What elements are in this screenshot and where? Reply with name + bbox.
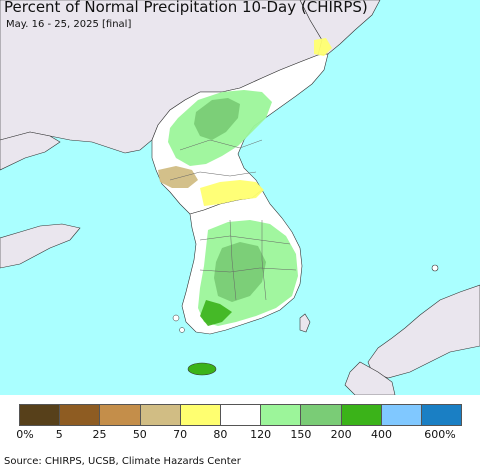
legend-swatch (180, 405, 221, 425)
legend-colorbar (19, 404, 462, 426)
legend-label: 0% (16, 428, 34, 441)
legend-label: 50 (132, 428, 147, 441)
shandong-land (0, 223, 81, 269)
dark-green-patch-south (214, 242, 266, 302)
japan-kyushu (344, 361, 396, 395)
legend-label: 120 (250, 428, 272, 441)
legend-labels: 0% 5 25 50 70 80 120 150 200 400 600% (0, 428, 480, 442)
legend-swatch (100, 405, 141, 425)
legend-label: 150 (290, 428, 312, 441)
legend-label: 400 (370, 428, 392, 441)
legend-swatch (140, 405, 181, 425)
province-boundaries (169, 139, 297, 301)
liaodong-peninsula (0, 131, 61, 171)
jeju-island (187, 362, 217, 376)
source-credit: Source: CHIRPS, UCSB, Climate Hazards Ce… (4, 456, 241, 467)
island-west-1 (172, 314, 180, 322)
legend-label: 200 (330, 428, 352, 441)
legend-label: 5 (55, 428, 63, 441)
island-west-2 (179, 327, 185, 333)
legend-swatch (261, 405, 302, 425)
tsushima-island (299, 313, 311, 333)
legend-swatch (220, 405, 262, 425)
legend-swatch (421, 405, 462, 425)
map-title: Percent of Normal Precipitation 10-Day (… (4, 0, 368, 16)
yellow-patch-northeast (314, 38, 332, 56)
legend-swatch (381, 405, 422, 425)
legend-swatch (20, 405, 61, 425)
dark-green-patch-north (194, 98, 240, 140)
legend-swatch (60, 405, 101, 425)
legend-label: 80 (213, 428, 228, 441)
legend-label: 70 (173, 428, 188, 441)
legend-label: 25 (92, 428, 107, 441)
map-subtitle: May. 16 - 25, 2025 [final] (6, 19, 132, 30)
russia-land (299, 0, 381, 56)
ulleungdo-island (431, 264, 439, 272)
yellow-patch-border (200, 180, 264, 206)
legend-swatch (341, 405, 382, 425)
precipitation-map (0, 0, 480, 395)
legend-label: 600% (424, 428, 456, 441)
bright-green-patch-south (200, 300, 232, 326)
legend-swatch (301, 405, 342, 425)
tan-patch-west (158, 166, 198, 188)
japan-land (367, 284, 480, 379)
